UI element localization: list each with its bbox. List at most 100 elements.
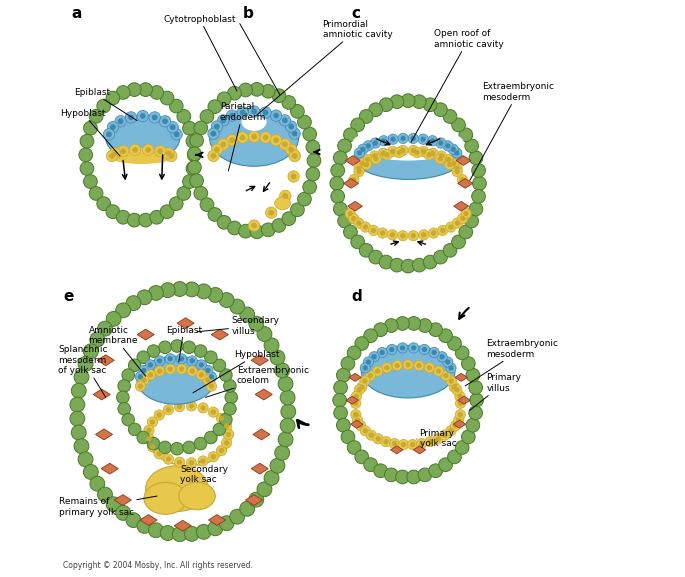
Circle shape: [427, 366, 432, 370]
Circle shape: [188, 147, 201, 160]
Circle shape: [373, 366, 383, 376]
Circle shape: [113, 151, 117, 155]
Circle shape: [177, 460, 182, 464]
Circle shape: [423, 255, 437, 269]
Circle shape: [452, 162, 456, 166]
Ellipse shape: [196, 91, 312, 230]
Circle shape: [214, 125, 219, 129]
Ellipse shape: [80, 293, 285, 531]
Circle shape: [356, 421, 366, 431]
Circle shape: [462, 357, 475, 370]
Circle shape: [158, 452, 161, 456]
Circle shape: [357, 382, 367, 392]
Circle shape: [440, 355, 444, 359]
Circle shape: [219, 448, 223, 452]
Circle shape: [272, 219, 286, 233]
Circle shape: [218, 138, 229, 150]
Circle shape: [187, 148, 201, 162]
Circle shape: [74, 370, 89, 384]
Circle shape: [137, 351, 149, 364]
Circle shape: [438, 157, 442, 161]
Polygon shape: [345, 156, 360, 166]
Circle shape: [144, 425, 154, 435]
Circle shape: [227, 87, 241, 100]
Circle shape: [397, 151, 401, 155]
Circle shape: [186, 458, 197, 468]
Circle shape: [338, 214, 351, 228]
Circle shape: [361, 147, 365, 151]
Circle shape: [449, 379, 453, 383]
Ellipse shape: [275, 197, 290, 209]
Polygon shape: [211, 329, 228, 340]
Circle shape: [391, 137, 395, 141]
Circle shape: [80, 162, 94, 175]
Circle shape: [303, 180, 316, 194]
Circle shape: [455, 166, 459, 170]
Circle shape: [411, 137, 415, 140]
Circle shape: [369, 225, 379, 235]
Circle shape: [434, 103, 447, 117]
Ellipse shape: [242, 113, 266, 131]
Circle shape: [448, 144, 458, 154]
Text: Extraembryonic
mesoderm: Extraembryonic mesoderm: [465, 339, 558, 386]
Circle shape: [230, 299, 245, 314]
Circle shape: [270, 350, 285, 365]
Circle shape: [370, 151, 380, 161]
Circle shape: [71, 383, 86, 398]
Circle shape: [392, 361, 402, 370]
Circle shape: [195, 437, 207, 450]
Text: Hypoblast: Hypoblast: [193, 350, 279, 393]
Circle shape: [212, 410, 215, 414]
Circle shape: [412, 346, 416, 350]
Polygon shape: [101, 463, 119, 474]
Circle shape: [171, 129, 182, 140]
Circle shape: [423, 347, 426, 351]
Circle shape: [436, 151, 447, 161]
Circle shape: [452, 218, 462, 228]
Circle shape: [373, 154, 377, 158]
Circle shape: [363, 379, 367, 383]
Circle shape: [158, 413, 161, 417]
Circle shape: [183, 175, 197, 189]
Circle shape: [453, 415, 464, 425]
Circle shape: [225, 391, 238, 404]
Text: Primary
yolk sac: Primary yolk sac: [416, 429, 456, 448]
Polygon shape: [177, 318, 194, 328]
Circle shape: [458, 213, 468, 224]
Circle shape: [279, 115, 290, 126]
Circle shape: [271, 110, 282, 121]
Circle shape: [398, 231, 408, 241]
Circle shape: [279, 138, 290, 150]
Text: Extraembryonic
mesoderm: Extraembryonic mesoderm: [470, 83, 554, 181]
Ellipse shape: [128, 351, 226, 444]
Circle shape: [154, 366, 164, 376]
Circle shape: [369, 103, 383, 117]
Circle shape: [150, 85, 164, 99]
Circle shape: [446, 363, 456, 373]
Circle shape: [200, 198, 214, 212]
Text: Splanchnic
mesoderm
of yolk sac: Splanchnic mesoderm of yolk sac: [58, 346, 108, 398]
Circle shape: [458, 174, 467, 185]
Circle shape: [451, 148, 462, 158]
Circle shape: [469, 381, 482, 394]
Circle shape: [358, 151, 362, 155]
Circle shape: [431, 139, 434, 143]
Circle shape: [249, 220, 260, 231]
Circle shape: [456, 346, 469, 359]
Circle shape: [199, 363, 203, 367]
Circle shape: [89, 186, 103, 200]
Circle shape: [159, 341, 171, 354]
Circle shape: [217, 92, 231, 106]
Circle shape: [128, 359, 141, 372]
Circle shape: [369, 351, 379, 362]
Circle shape: [429, 347, 439, 358]
Circle shape: [360, 222, 371, 232]
Circle shape: [469, 202, 483, 216]
Circle shape: [362, 155, 373, 164]
Circle shape: [351, 216, 356, 220]
Circle shape: [169, 357, 172, 361]
Circle shape: [401, 148, 405, 152]
Polygon shape: [140, 515, 157, 526]
Circle shape: [147, 428, 151, 432]
Circle shape: [444, 374, 448, 377]
